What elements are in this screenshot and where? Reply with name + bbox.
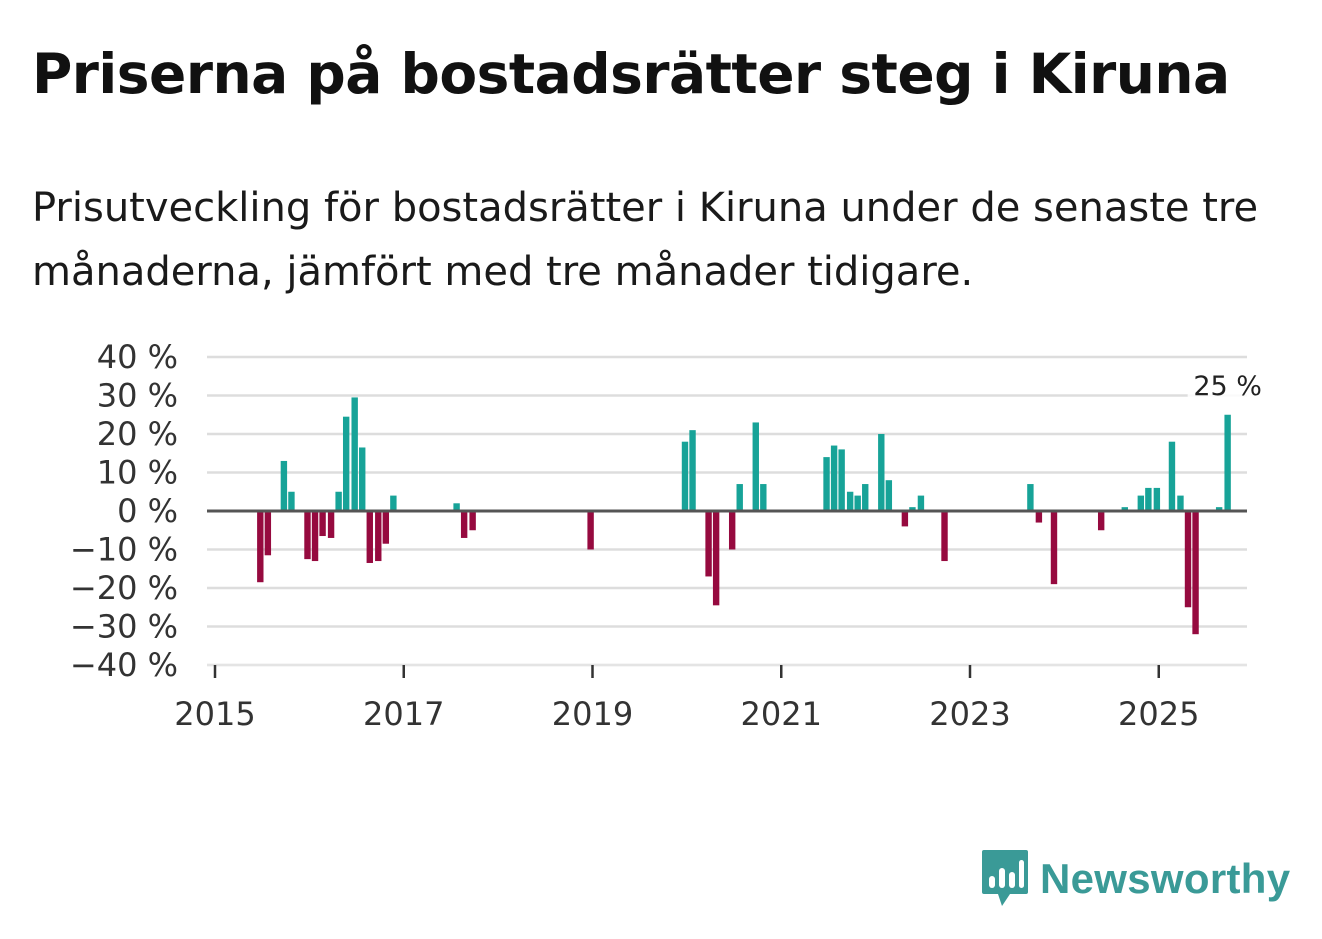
bar (1224, 414, 1231, 511)
bar (453, 503, 460, 511)
y-tick-label: 10 % (97, 454, 178, 492)
bar (1050, 511, 1058, 585)
bar (760, 484, 767, 511)
bar (1027, 484, 1034, 511)
bar (1177, 495, 1184, 511)
bar (460, 511, 468, 538)
chart-subtitle: Prisutveckling för bostadsrätter i Kirun… (32, 185, 1259, 295)
bar-chart-speech-bubble-icon (982, 850, 1028, 906)
bar-series (257, 397, 1231, 635)
bar (917, 495, 925, 511)
bar (712, 511, 720, 606)
bar (1145, 487, 1152, 511)
x-tick-label: 2021 (741, 695, 822, 733)
bar (359, 447, 366, 511)
chart-title: Priserna på bostadsrätter steg i Kiruna (32, 42, 1230, 106)
y-tick-label: 20 % (97, 415, 178, 453)
bar (311, 511, 319, 562)
bar (280, 460, 288, 511)
bar (366, 511, 373, 563)
bar (469, 511, 476, 531)
bar (264, 511, 272, 556)
y-tick-label: −10 % (70, 531, 178, 569)
bar (1215, 507, 1223, 511)
y-tick-label: 0 % (117, 492, 178, 530)
x-tick-label: 2015 (174, 695, 255, 733)
bar (288, 491, 295, 511)
bar (304, 511, 311, 560)
y-tick-label: 30 % (97, 377, 178, 415)
bar (587, 511, 594, 550)
newsworthy-brand: Newsworthy (980, 848, 1290, 910)
bar-chart: 40 %30 %20 %10 %0 %−10 %−20 %−30 %−40 % … (70, 338, 1268, 733)
bar (830, 445, 838, 511)
bar (1153, 487, 1161, 511)
annotation-background (1187, 368, 1268, 403)
y-tick-label: −40 % (70, 646, 178, 684)
bar (335, 491, 342, 511)
bar (375, 511, 382, 562)
bar (854, 495, 861, 511)
annotations: 25 % (1187, 368, 1268, 403)
x-tick-label: 2025 (1118, 695, 1199, 733)
bar (838, 449, 845, 511)
bar (1137, 495, 1145, 511)
bar (1121, 507, 1128, 511)
bar (327, 511, 335, 538)
bar (1035, 511, 1043, 523)
bar (909, 507, 916, 511)
bar (941, 511, 948, 562)
bar (736, 484, 743, 511)
bar (901, 511, 909, 527)
bar (728, 511, 736, 550)
y-axis: 40 %30 %20 %10 %0 %−10 %−20 %−30 %−40 % (70, 338, 178, 684)
x-tick-label: 2017 (363, 695, 444, 733)
bar (342, 416, 350, 511)
x-tick-label: 2023 (929, 695, 1010, 733)
bar (351, 397, 358, 511)
bar (390, 495, 397, 511)
bar (823, 457, 830, 511)
bar (319, 511, 326, 537)
bar (1184, 511, 1192, 608)
x-axis: 2015 2017 2019 2021 2023 2025 (174, 664, 1247, 733)
bar (1097, 511, 1105, 531)
annotation-label: 25 % (1193, 371, 1262, 402)
bar (878, 434, 885, 511)
x-tick-label: 2019 (552, 695, 633, 733)
bar (752, 422, 759, 511)
bar (257, 511, 264, 583)
bar (885, 480, 893, 511)
bar (862, 484, 869, 511)
bar (1192, 511, 1199, 635)
y-tick-label: −30 % (70, 608, 178, 646)
bar (382, 511, 390, 544)
bar (681, 441, 689, 511)
y-tick-label: −20 % (70, 569, 178, 607)
bar (846, 491, 854, 511)
y-tick-label: 40 % (97, 338, 178, 376)
bar (705, 511, 712, 577)
bar (1168, 441, 1176, 511)
bar (689, 430, 696, 511)
brand-name: Newsworthy (1040, 855, 1291, 902)
